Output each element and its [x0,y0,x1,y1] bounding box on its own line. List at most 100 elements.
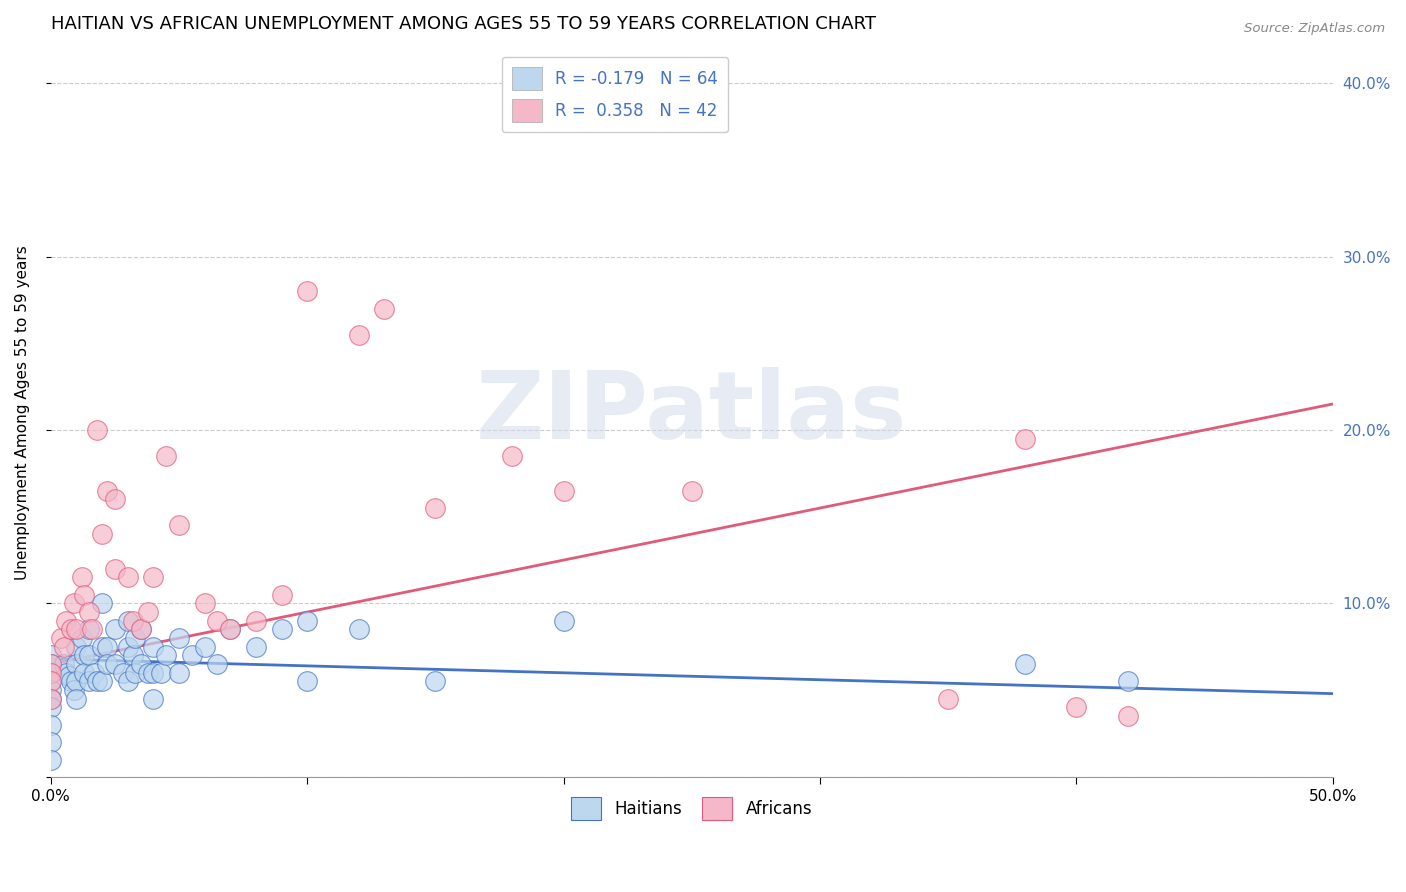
Point [136,605,159,619]
Point [91,527,114,541]
Point [167,665,190,680]
Point [96,657,118,672]
Point [207,657,229,672]
Point [129,657,152,672]
Point [65,657,87,672]
Point [117,570,139,584]
Point [83,665,105,680]
Point [936,691,959,706]
Point [52,657,75,672]
Point [501,449,523,463]
Point [142,691,165,706]
Point [117,614,139,628]
Point [129,623,152,637]
Point [142,640,165,654]
Point [96,640,118,654]
Point [347,327,370,342]
Point [39,683,62,698]
Point [70,631,93,645]
Point [1014,432,1036,446]
Point [39,648,62,663]
Point [425,674,447,689]
Point [55,614,77,628]
Point [270,588,292,602]
Point [136,665,159,680]
Point [142,665,165,680]
Point [425,501,447,516]
Point [80,623,103,637]
Point [155,449,177,463]
Point [65,623,87,637]
Point [91,640,114,654]
Point [167,518,190,533]
Point [104,562,127,576]
Point [111,665,134,680]
Point [104,657,127,672]
Point [58,669,80,683]
Point [39,718,62,732]
Point [553,483,575,498]
Point [142,570,165,584]
Point [96,483,118,498]
Point [297,674,319,689]
Point [49,631,72,645]
Point [194,596,217,610]
Text: ZIPatlas: ZIPatlas [477,367,907,458]
Point [65,674,87,689]
Point [39,657,62,672]
Point [79,623,101,637]
Point [122,614,145,628]
Point [373,301,395,316]
Point [65,640,87,654]
Point [63,596,86,610]
Point [150,665,173,680]
Point [124,631,146,645]
Point [79,605,101,619]
Point [297,614,319,628]
Point [1116,709,1139,723]
Point [1066,700,1088,714]
Point [245,614,267,628]
Point [219,623,242,637]
Text: Source: ZipAtlas.com: Source: ZipAtlas.com [1244,22,1385,36]
Point [39,700,62,714]
Point [73,665,96,680]
Point [91,674,114,689]
Point [52,640,75,654]
Point [39,665,62,680]
Point [39,657,62,672]
Point [39,665,62,680]
Point [39,735,62,749]
Point [124,665,146,680]
Point [1014,657,1036,672]
Point [1116,674,1139,689]
Point [117,640,139,654]
Point [39,691,62,706]
Point [270,623,292,637]
Point [207,614,229,628]
Point [91,596,114,610]
Point [553,614,575,628]
Point [39,674,62,689]
Point [245,640,267,654]
Point [297,285,319,299]
Point [180,648,202,663]
Point [155,648,177,663]
Point [117,674,139,689]
Point [70,570,93,584]
Point [60,674,83,689]
Point [86,674,108,689]
Point [86,423,108,437]
Point [39,691,62,706]
Point [194,640,217,654]
Point [73,588,96,602]
Point [129,623,152,637]
Point [73,648,96,663]
Point [347,623,370,637]
Point [60,623,83,637]
Point [39,752,62,766]
Point [55,665,77,680]
Point [104,623,127,637]
Point [681,483,703,498]
Point [65,691,87,706]
